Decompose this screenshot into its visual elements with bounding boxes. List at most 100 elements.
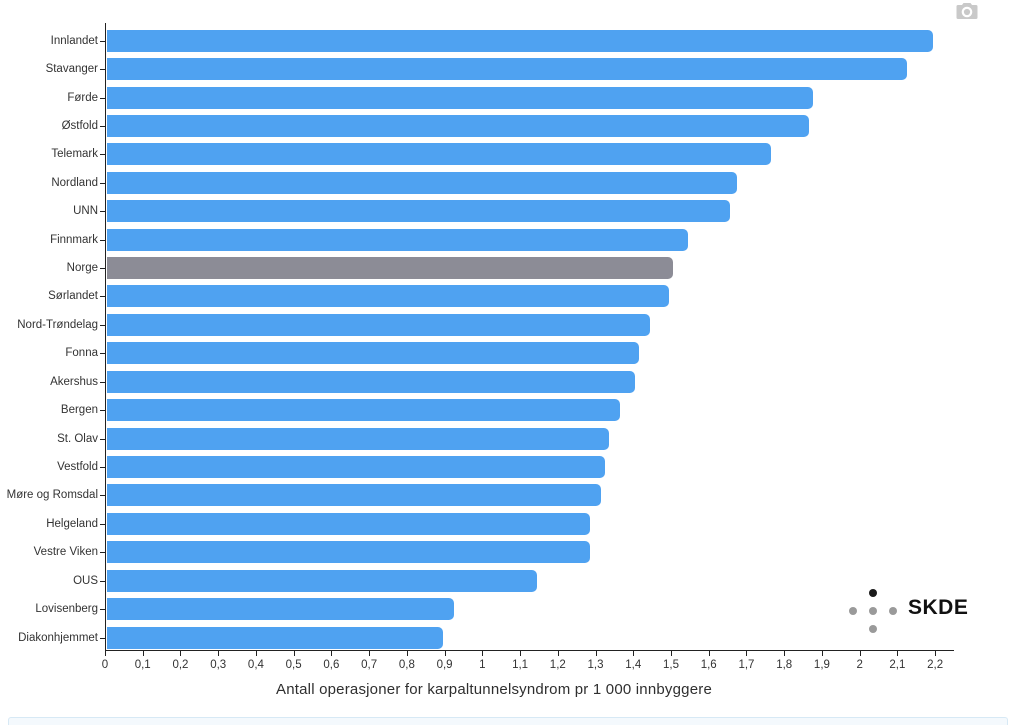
category-label: Nordland [51,176,98,189]
skde-logo-dots [849,589,897,633]
x-axis-tick [708,650,710,656]
x-axis-line [105,650,954,651]
x-axis-tick [369,650,371,656]
x-axis-tick [859,650,861,656]
x-axis-title: Antall operasjoner for karpaltunnelsyndr… [276,681,712,698]
bar[interactable] [107,313,650,336]
x-tick-label: 0,1 [134,659,151,671]
y-axis-tick [100,211,105,213]
bar[interactable] [107,58,907,81]
x-axis-tick [105,650,106,656]
x-axis-tick [142,650,144,656]
x-axis-tick [595,650,597,656]
y-axis-tick [100,609,105,611]
x-tick-label: 1,8 [776,659,793,671]
category-label: Telemark [51,148,98,161]
bar[interactable] [107,512,590,535]
y-axis-tick [100,97,105,99]
x-tick-label: 2 [856,659,863,671]
bar[interactable] [107,427,609,450]
x-tick-label: 0,9 [436,659,453,671]
x-tick-label: 0,8 [398,659,415,671]
x-tick-label: 0,6 [323,659,340,671]
x-axis-tick [633,650,635,656]
y-axis-tick [100,410,105,412]
y-axis-tick [100,154,105,156]
category-label: OUS [73,574,98,587]
x-axis-tick [746,650,748,656]
bar[interactable] [107,598,454,621]
category-label: Fonna [65,347,98,360]
y-axis-tick [100,467,105,468]
export-chart-button[interactable] [955,1,979,21]
skde-logo: SKDE [843,583,983,641]
bar[interactable] [107,399,620,422]
x-tick-label: 1,5 [663,659,679,671]
x-tick-label: 0,4 [247,659,264,671]
bar[interactable] [107,171,737,194]
y-axis-tick [100,69,105,71]
bar[interactable] [107,626,443,649]
x-tick-label: 0,5 [285,659,302,671]
bar[interactable] [107,285,669,308]
bar[interactable] [107,456,605,478]
y-axis-tick [100,40,105,42]
x-axis-tick [293,650,295,656]
category-label: Stavanger [45,63,98,76]
y-axis-tick [100,438,105,440]
category-label: Innlandet [50,34,98,47]
category-label: Førde [67,91,98,104]
y-axis-tick [100,580,105,582]
x-axis-tick [935,650,937,656]
camera-icon [956,3,978,19]
category-label: Diakonhjemmet [18,631,98,644]
bar-highlight-norge[interactable] [107,257,673,280]
y-axis-tick [100,637,105,639]
bar[interactable] [107,29,933,52]
category-label: Norge [66,262,98,275]
bar[interactable] [107,541,590,564]
category-label: Vestfold [57,461,98,473]
category-label: Lovisenberg [35,603,98,616]
x-axis-tick [821,650,823,656]
bar[interactable] [107,114,809,137]
bar[interactable] [107,370,635,393]
x-tick-label: 0 [101,659,109,671]
x-axis-tick [897,650,899,656]
y-axis-tick [100,495,105,497]
x-axis-tick [520,650,522,656]
bar[interactable] [107,200,730,223]
bar[interactable] [107,86,813,109]
category-label: Østfold [61,119,98,132]
y-axis-tick [100,239,105,241]
category-label: Helgeland [46,517,98,530]
x-tick-label: 1,4 [625,659,642,671]
category-label: Nord-Trøndelag [17,318,98,331]
x-tick-label: 0,7 [361,659,378,671]
x-axis-tick [255,650,257,656]
y-axis-tick [100,381,105,383]
bar[interactable] [107,484,601,507]
x-axis-tick [482,650,484,656]
bar[interactable] [107,569,537,592]
x-axis-tick [331,650,333,656]
x-axis-tick [180,650,182,656]
x-tick-label: 0,3 [210,659,227,671]
x-tick-label: 2,2 [927,659,944,671]
category-label: Møre og Romsdal [6,489,98,502]
x-axis-tick [784,650,786,656]
x-tick-label: 1,6 [700,659,717,671]
bar[interactable] [107,342,639,365]
bar[interactable] [107,228,688,251]
y-axis-line [105,23,106,650]
category-label: St. Olav [57,432,98,445]
y-axis-tick [100,523,105,525]
y-axis-tick [100,296,105,298]
y-axis-tick [100,353,105,355]
x-axis-tick [444,650,446,656]
category-label: Bergen [60,404,98,417]
x-axis-tick [406,650,408,656]
x-tick-label: 1,3 [587,659,604,671]
skde-logo-text: SKDE [908,596,969,619]
bar[interactable] [107,143,771,166]
